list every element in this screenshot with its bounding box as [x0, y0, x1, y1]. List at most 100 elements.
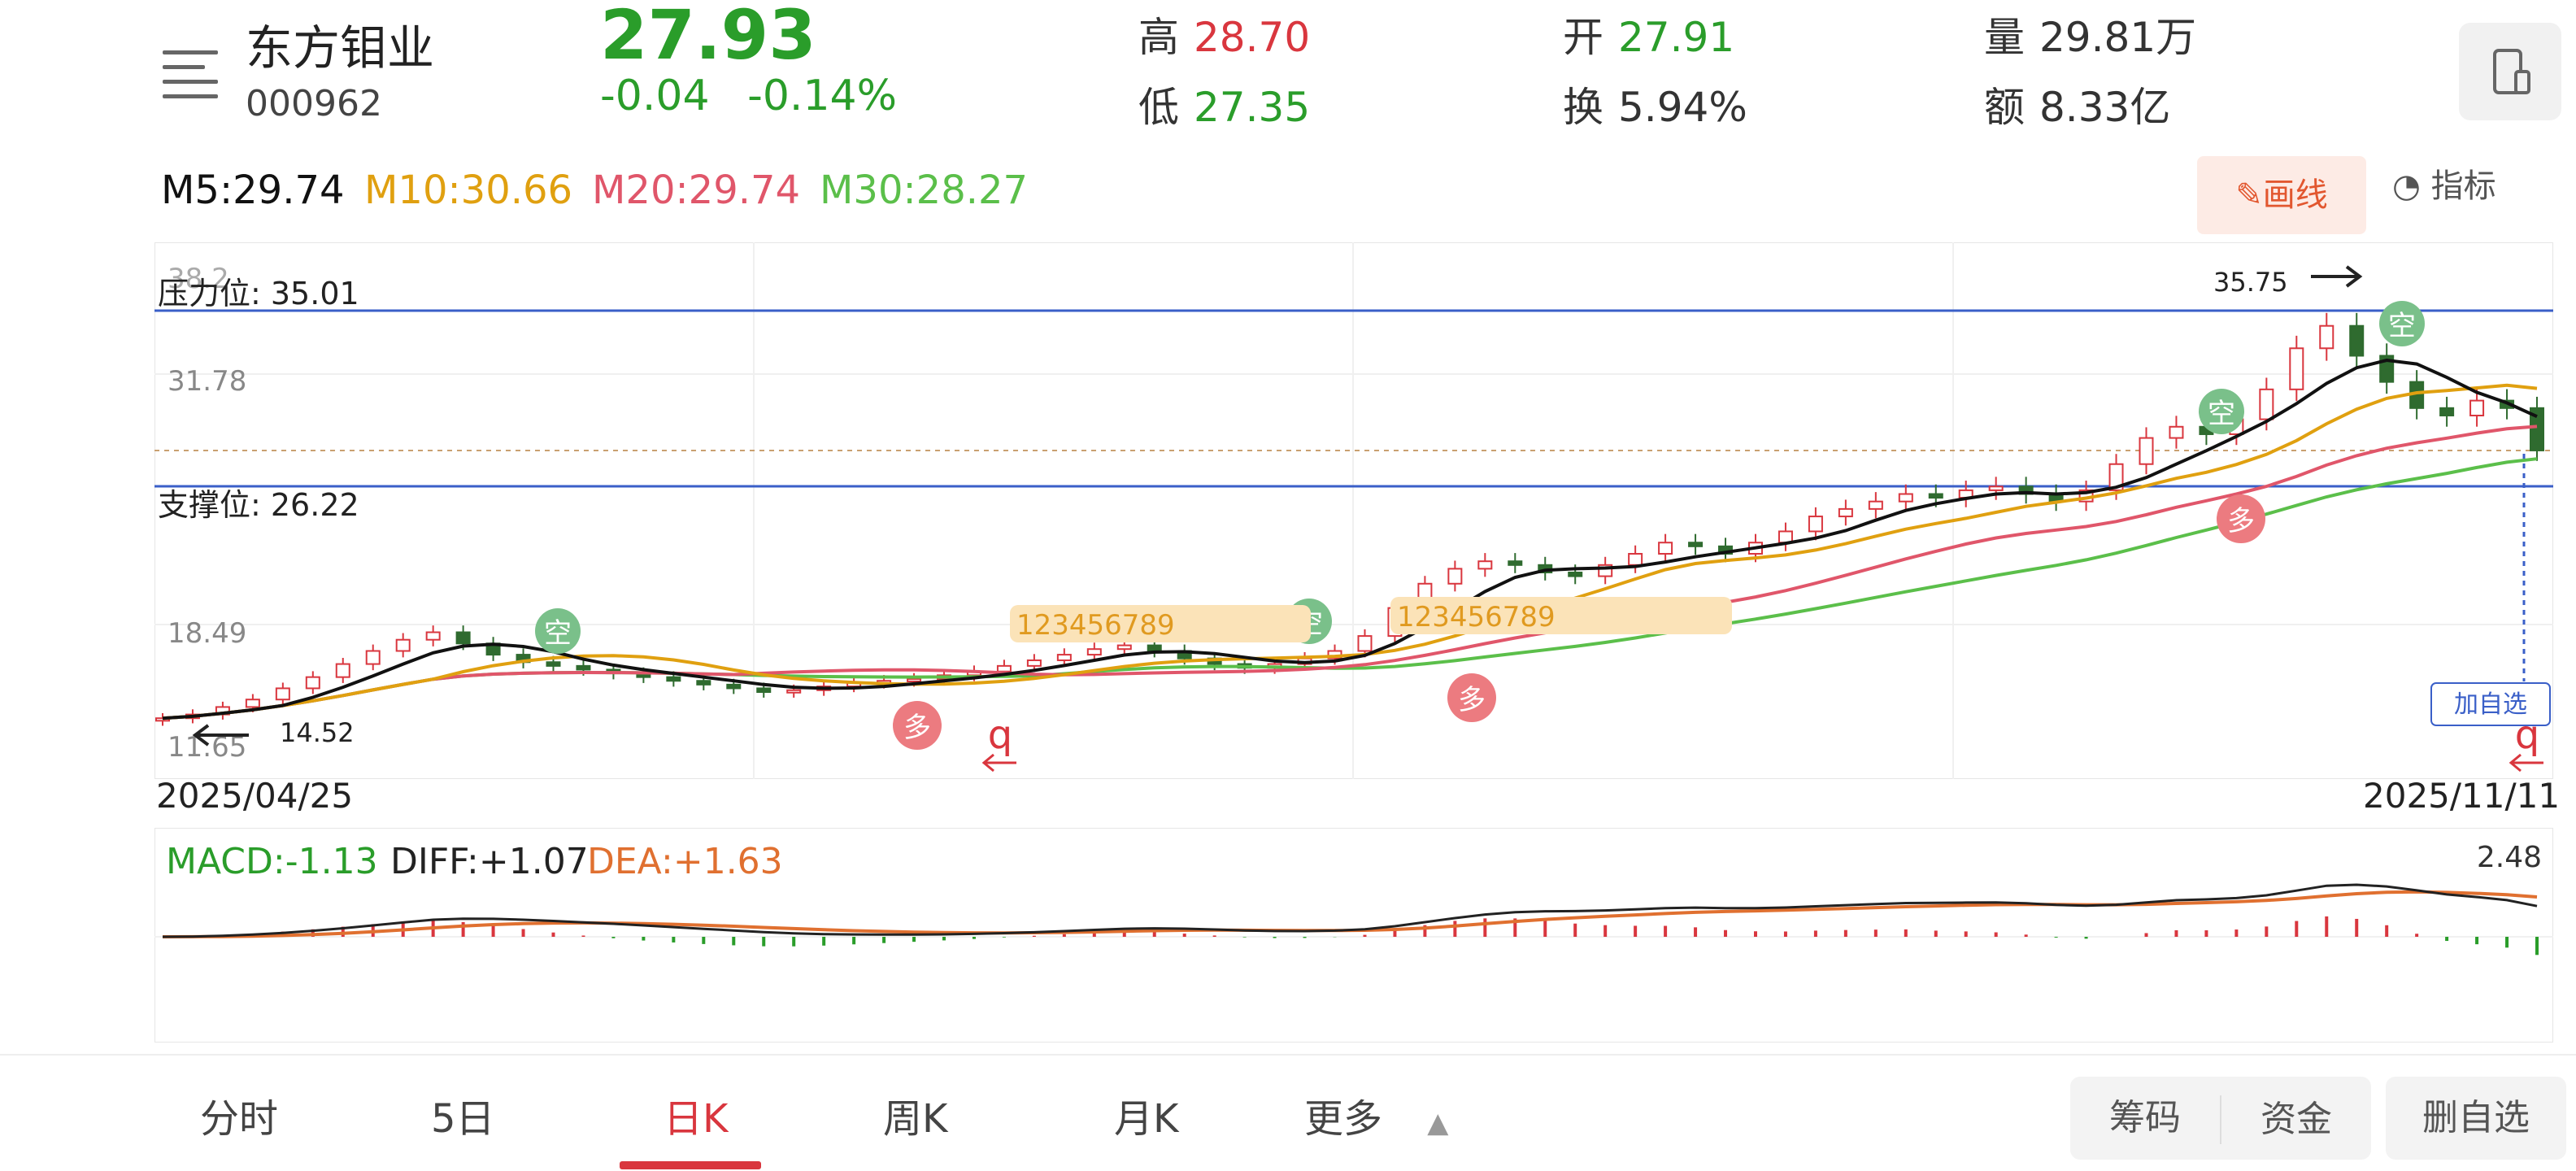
svg-text:多: 多: [903, 712, 931, 744]
candle: [2108, 463, 2124, 491]
candle: [1568, 571, 1583, 577]
count9-sequence-1: 123456789: [1010, 605, 1311, 642]
candle: [996, 664, 1012, 673]
candle: [1026, 659, 1042, 667]
change-value: -0.04: [600, 72, 710, 120]
signal-long-3[interactable]: 多: [2217, 494, 2265, 543]
chips-funds-group: 筹码 资金: [2070, 1077, 2371, 1160]
tab-monthly-k[interactable]: 月K: [1114, 1096, 1179, 1142]
candle: [2530, 407, 2544, 451]
candle: [2319, 324, 2334, 350]
signal-empty-3[interactable]: 空: [2199, 389, 2244, 434]
phone-rotate-icon: [2493, 49, 2530, 94]
remove-watch-button[interactable]: 删自选: [2386, 1077, 2566, 1160]
kline-chart[interactable]: 38.2 31.78 18.49 11.65 压力位: 35.01 支撑位: 2…: [154, 242, 2553, 779]
svg-text:空: 空: [544, 617, 572, 650]
candle: [666, 676, 681, 682]
tab-daily-k[interactable]: 日K: [664, 1096, 729, 1142]
candle: [245, 699, 260, 708]
indicator-button[interactable]: ◔ 指标: [2392, 168, 2496, 205]
tab-intraday[interactable]: 分时: [200, 1096, 279, 1142]
candle: [1688, 542, 1704, 547]
signal-long-1[interactable]: 多: [893, 701, 942, 750]
signal-long-2[interactable]: 多: [1447, 673, 1496, 722]
candle: [2349, 324, 2365, 357]
stat-turnover: 换 5.94%: [1563, 84, 1747, 131]
resistance-label: 压力位: 35.01: [158, 276, 359, 311]
menu-icon[interactable]: [163, 47, 221, 98]
tab-5day[interactable]: 5日: [431, 1096, 495, 1142]
candle: [1808, 516, 1823, 533]
candle: [1357, 635, 1373, 652]
svg-text:空: 空: [2388, 310, 2416, 342]
candle: [2439, 407, 2455, 416]
funds-button[interactable]: 资金: [2220, 1095, 2371, 1144]
tab-more[interactable]: 更多 ▲: [1304, 1096, 1449, 1142]
svg-text:多: 多: [2227, 505, 2255, 538]
add-watch-button[interactable]: 加自选: [2430, 682, 2551, 726]
svg-text:空: 空: [2208, 398, 2235, 430]
ma10-line: [162, 383, 2538, 720]
tab-weekly-k[interactable]: 周K: [883, 1096, 948, 1142]
support-label: 支撑位: 26.22: [158, 487, 359, 523]
stat-amount: 额 8.33亿: [1984, 84, 2171, 131]
candle: [1086, 648, 1102, 656]
stock-code: 000962: [246, 83, 382, 124]
price-change: -0.04 -0.14%: [600, 72, 897, 120]
divider: [0, 1054, 2576, 1056]
candle: [1508, 560, 1523, 566]
diff-label: DIFF:+1.07: [390, 841, 589, 882]
candle: [1056, 654, 1072, 661]
arrow-left-icon: [192, 724, 249, 747]
stat-open: 开 27.91: [1563, 14, 1735, 61]
stat-high: 高 28.70: [1138, 14, 1311, 61]
rotate-screen-button[interactable]: [2459, 23, 2561, 120]
candle: [756, 687, 772, 694]
candle: [425, 631, 441, 641]
macd-label: MACD:-1.13: [166, 841, 378, 882]
macd-max-label: 2.48: [2477, 841, 2542, 874]
candle: [786, 689, 802, 694]
ma20-line: [162, 424, 2538, 720]
stock-name: 东方钼业: [246, 20, 435, 76]
candle: [1628, 553, 1643, 566]
candle: [275, 687, 290, 701]
change-percent: -0.14%: [747, 72, 898, 120]
svg-text:多: 多: [1458, 684, 1486, 716]
active-tab-indicator: [620, 1161, 761, 1169]
arrow-left-icon: [2509, 753, 2543, 773]
candle: [335, 663, 350, 678]
end-date: 2025/11/11: [2363, 776, 2561, 816]
signal-empty-1[interactable]: 空: [535, 608, 581, 654]
svg-text:加自选: 加自选: [2454, 690, 2527, 719]
candle: [1928, 493, 1943, 499]
y-tick-label: 31.78: [168, 365, 246, 398]
chips-button[interactable]: 筹码: [2109, 1097, 2181, 1138]
candle: [576, 664, 591, 671]
ma10-label: M10:30.66: [364, 168, 573, 213]
candle: [1988, 485, 2004, 491]
svg-text:123456789: 123456789: [1397, 601, 1556, 633]
candle: [1147, 644, 1162, 652]
svg-text:123456789: 123456789: [1016, 609, 1175, 642]
start-date: 2025/04/25: [156, 776, 354, 816]
candle: [1658, 542, 1673, 555]
arrow-left-icon: [981, 753, 1016, 773]
candle: [395, 638, 411, 652]
diff-line: [162, 883, 2538, 938]
signal-empty-4[interactable]: 空: [2379, 301, 2425, 346]
y-tick-label: 38.2: [168, 263, 229, 295]
stat-low: 低 27.35: [1138, 84, 1311, 131]
ma5-label: M5:29.74: [161, 168, 345, 213]
low-marker-label: 14.52: [280, 717, 355, 748]
candle: [1898, 493, 1913, 503]
macd-chart[interactable]: MACD:-1.13 DIFF:+1.07 DEA:+1.63 2.48: [154, 828, 2553, 1043]
candle: [726, 683, 742, 690]
candle: [546, 661, 561, 667]
ma30-label: M30:28.27: [820, 168, 1029, 213]
arrow-right-icon: [2311, 265, 2363, 288]
signal-q-1: q: [988, 712, 1012, 758]
candle: [696, 680, 711, 686]
triangle-up-icon: ▲: [1427, 1107, 1449, 1139]
draw-line-button[interactable]: ✎画线: [2197, 156, 2366, 234]
